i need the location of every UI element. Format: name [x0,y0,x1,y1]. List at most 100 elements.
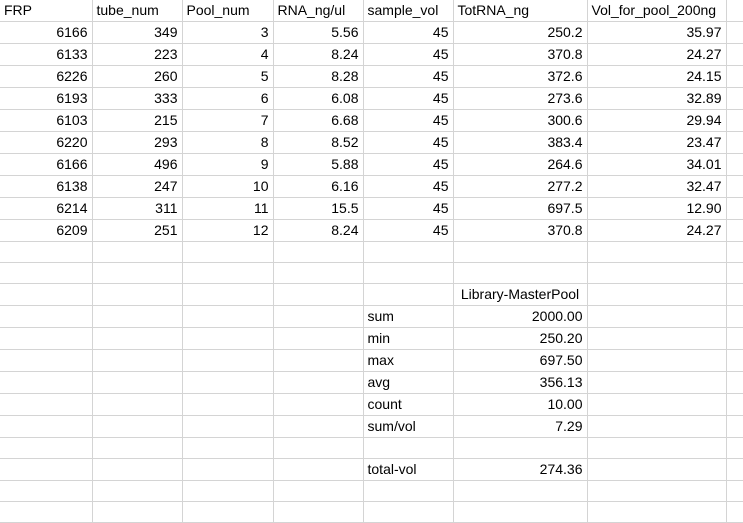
empty-cell[interactable] [182,241,274,263]
empty-cell[interactable] [182,305,274,328]
data-cell[interactable]: 29.94 [587,109,727,132]
empty-cell[interactable] [0,371,93,394]
data-cell[interactable]: 277.2 [453,175,588,198]
data-cell[interactable]: 6.08 [273,87,364,110]
data-cell[interactable]: 45 [363,153,454,176]
summary-label[interactable]: max [363,349,454,372]
empty-cell[interactable] [726,305,743,328]
empty-cell[interactable] [453,480,588,502]
data-cell[interactable]: 251 [92,219,183,242]
empty-cell[interactable] [363,283,454,306]
empty-cell[interactable] [182,262,274,284]
empty-cell[interactable] [363,241,454,263]
empty-cell[interactable] [587,327,727,350]
empty-cell[interactable] [453,262,588,284]
summary-value[interactable]: 697.50 [453,349,588,372]
data-cell[interactable]: 45 [363,131,454,154]
empty-cell[interactable] [0,501,93,523]
data-cell[interactable]: 215 [92,109,183,132]
empty-cell[interactable] [587,283,727,306]
empty-cell[interactable] [726,131,743,154]
empty-cell[interactable] [726,241,743,263]
empty-cell[interactable] [182,501,274,523]
data-cell[interactable]: 223 [92,43,183,66]
summary-value[interactable]: 2000.00 [453,305,588,328]
empty-cell[interactable] [0,437,93,459]
data-cell[interactable]: 45 [363,109,454,132]
empty-cell[interactable] [726,21,743,44]
empty-cell[interactable] [0,458,93,481]
empty-cell[interactable] [182,480,274,502]
data-cell[interactable]: 45 [363,197,454,220]
empty-cell[interactable] [273,501,364,523]
empty-cell[interactable] [0,393,93,416]
empty-cell[interactable] [363,501,454,523]
empty-cell[interactable] [726,437,743,459]
empty-cell[interactable] [273,415,364,438]
empty-cell[interactable] [182,327,274,350]
data-cell[interactable]: 45 [363,43,454,66]
data-cell[interactable]: 300.6 [453,109,588,132]
data-cell[interactable]: 3 [182,21,274,44]
empty-cell[interactable] [587,262,727,284]
empty-cell[interactable] [587,458,727,481]
summary-value[interactable]: 356.13 [453,371,588,394]
empty-cell[interactable] [726,393,743,416]
data-cell[interactable]: 697.5 [453,197,588,220]
data-cell[interactable]: 6138 [0,175,93,198]
empty-cell[interactable] [587,393,727,416]
data-cell[interactable]: 264.6 [453,153,588,176]
summary-value[interactable]: 10.00 [453,393,588,416]
empty-cell[interactable] [273,393,364,416]
column-header[interactable]: Vol_for_pool_200ng [587,0,727,22]
empty-cell[interactable] [453,241,588,263]
empty-cell[interactable] [273,262,364,284]
empty-cell[interactable] [92,283,183,306]
empty-cell[interactable] [726,65,743,88]
data-cell[interactable]: 333 [92,87,183,110]
data-cell[interactable]: 8.28 [273,65,364,88]
empty-cell[interactable] [273,349,364,372]
data-cell[interactable]: 8.24 [273,43,364,66]
data-cell[interactable]: 6166 [0,21,93,44]
empty-cell[interactable] [182,283,274,306]
data-cell[interactable]: 6220 [0,131,93,154]
empty-cell[interactable] [587,305,727,328]
data-cell[interactable]: 260 [92,65,183,88]
data-cell[interactable]: 24.15 [587,65,727,88]
empty-cell[interactable] [726,197,743,220]
empty-cell[interactable] [0,480,93,502]
empty-cell[interactable] [363,480,454,502]
data-cell[interactable]: 6133 [0,43,93,66]
data-cell[interactable]: 32.89 [587,87,727,110]
summary-title[interactable]: Library-MasterPool [453,283,588,306]
empty-cell[interactable] [0,349,93,372]
empty-cell[interactable] [726,0,743,22]
empty-cell[interactable] [92,241,183,263]
data-cell[interactable]: 6193 [0,87,93,110]
empty-cell[interactable] [92,327,183,350]
empty-cell[interactable] [0,327,93,350]
data-cell[interactable]: 24.27 [587,43,727,66]
data-cell[interactable]: 11 [182,197,274,220]
empty-cell[interactable] [0,262,93,284]
empty-cell[interactable] [587,501,727,523]
summary-label[interactable]: min [363,327,454,350]
summary-label[interactable]: sum/vol [363,415,454,438]
total-value[interactable]: 274.36 [453,458,588,481]
data-cell[interactable]: 6214 [0,197,93,220]
column-header[interactable]: tube_num [92,0,183,22]
empty-cell[interactable] [182,458,274,481]
empty-cell[interactable] [273,480,364,502]
empty-cell[interactable] [726,501,743,523]
column-header[interactable]: TotRNA_ng [453,0,588,22]
empty-cell[interactable] [182,437,274,459]
data-cell[interactable]: 6.68 [273,109,364,132]
data-cell[interactable]: 34.01 [587,153,727,176]
data-cell[interactable]: 10 [182,175,274,198]
empty-cell[interactable] [0,241,93,263]
total-label[interactable]: total-vol [363,458,454,481]
empty-cell[interactable] [273,458,364,481]
data-cell[interactable]: 9 [182,153,274,176]
data-cell[interactable]: 6103 [0,109,93,132]
